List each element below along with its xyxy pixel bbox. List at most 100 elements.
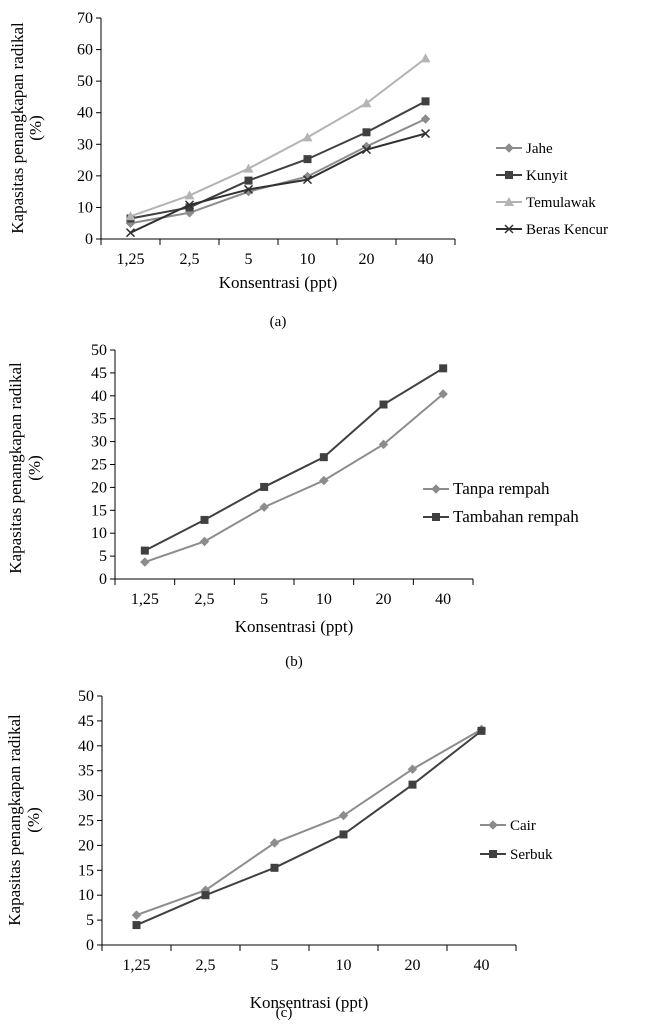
legend-marker — [505, 171, 513, 179]
series-line — [136, 728, 483, 917]
legend-marker — [432, 513, 440, 521]
y-tick-label: 30 — [77, 136, 93, 153]
y-tick-label: 10 — [91, 525, 107, 542]
legend-label: Tambahan rempah — [453, 507, 579, 526]
marker-x-stroke — [420, 129, 431, 139]
x-tick-label: 5 — [260, 591, 268, 608]
y-axis-title: Kapasitas penangkapan radikal — [8, 22, 27, 234]
x-axis-title: Konsentrasi (ppt) — [250, 993, 369, 1012]
data-point — [318, 475, 329, 486]
y-tick-label: 50 — [78, 688, 94, 705]
x-tick-label: 20 — [376, 591, 392, 608]
legend-label: Tanpa rempah — [453, 479, 550, 498]
y-tick-label: 50 — [77, 73, 93, 90]
y-axis-title-unit: (%) — [24, 807, 43, 832]
x-tick-label: 1,25 — [123, 957, 151, 974]
marker-x-stroke — [125, 228, 136, 238]
data-point — [420, 129, 431, 139]
data-point — [244, 176, 253, 185]
data-point — [260, 482, 269, 491]
y-tick-label: 35 — [91, 411, 107, 428]
data-point — [199, 536, 210, 547]
y-tick-label: 45 — [91, 365, 107, 382]
data-point — [420, 114, 431, 124]
y-tick-label: 70 — [77, 10, 93, 27]
x-tick-label: 1,25 — [131, 591, 159, 608]
x-tick-label: 20 — [359, 251, 375, 268]
series-line — [136, 730, 483, 926]
y-tick-label: 30 — [91, 434, 107, 451]
data-point — [125, 228, 136, 238]
x-tick-label: 10 — [336, 957, 352, 974]
data-point — [421, 97, 430, 106]
legend-marker — [488, 820, 498, 830]
series-line — [144, 393, 444, 563]
y-tick-label: 60 — [77, 42, 93, 59]
data-point — [302, 175, 313, 185]
data-point — [243, 163, 254, 173]
y-tick-label: 10 — [78, 887, 94, 904]
legend-label: Cair — [510, 818, 536, 834]
panel-caption: (b) — [285, 654, 303, 670]
chart-a: 0 10 20 30 40 50 60 70 1,25 2,5 5 10 20 40 Konsentrasi… — [8, 10, 608, 330]
data-point — [338, 810, 349, 821]
data-point — [184, 200, 195, 210]
y-axis-title-unit: (%) — [25, 455, 44, 480]
panel-caption: (c) — [276, 1005, 293, 1021]
y-tick-label: 10 — [77, 199, 93, 216]
data-point — [339, 830, 348, 839]
series-line — [130, 118, 426, 225]
data-point — [302, 132, 313, 142]
panel-caption: (a) — [270, 314, 287, 330]
x-tick-label: 5 — [245, 251, 253, 268]
y-tick-label: 0 — [86, 937, 94, 954]
x-tick-label: 2,5 — [180, 251, 200, 268]
data-point — [362, 128, 371, 137]
x-tick-label: 40 — [474, 957, 490, 974]
y-tick-label: 20 — [77, 168, 93, 185]
x-tick-label: 40 — [435, 591, 451, 608]
data-point — [185, 203, 194, 212]
marker-x-stroke — [504, 224, 514, 234]
x-tick-label: 10 — [316, 591, 332, 608]
legend-marker — [504, 143, 514, 153]
data-point — [140, 546, 149, 555]
x-tick-label: 10 — [300, 251, 316, 268]
y-tick-label: 5 — [86, 912, 94, 929]
data-point — [200, 515, 209, 524]
data-point — [125, 211, 136, 221]
data-point — [361, 98, 372, 108]
y-tick-label: 5 — [99, 548, 107, 565]
y-tick-label: 40 — [91, 388, 107, 405]
data-point — [259, 502, 270, 512]
data-point — [303, 155, 312, 164]
y-tick-label: 45 — [78, 713, 94, 730]
y-tick-label: 50 — [91, 342, 107, 359]
y-tick-label: 20 — [78, 837, 94, 854]
y-axis-title-unit: (%) — [26, 115, 45, 140]
data-point — [420, 53, 431, 63]
x-axis-title: Konsentrasi (ppt) — [219, 273, 338, 292]
marker-x-stroke — [361, 145, 372, 155]
data-point — [361, 145, 372, 155]
x-tick-label: 2,5 — [196, 957, 216, 974]
series-line — [144, 367, 444, 552]
chart-c: 0 5 10 15 20 25 30 35 40 45 50 1,25 2,5 5 10 20 40 Konsen… — [5, 688, 553, 1021]
y-tick-label: 25 — [78, 813, 94, 830]
y-tick-label: 20 — [91, 479, 107, 496]
marker-x-stroke — [184, 200, 195, 210]
y-tick-label: 40 — [77, 105, 93, 122]
data-point — [270, 863, 279, 872]
data-point — [477, 726, 486, 735]
x-axis-title: Konsentrasi (ppt) — [235, 617, 354, 636]
marker-x-stroke — [243, 184, 254, 194]
y-tick-label: 30 — [78, 788, 94, 805]
data-point — [438, 389, 449, 399]
y-tick-label: 25 — [91, 457, 107, 474]
x-tick-label: 5 — [271, 957, 279, 974]
data-point — [139, 557, 150, 567]
y-tick-label: 15 — [91, 502, 107, 519]
series-line — [130, 57, 427, 218]
legend-label: Beras Kencur — [526, 222, 608, 238]
y-tick-label: 40 — [78, 738, 94, 755]
